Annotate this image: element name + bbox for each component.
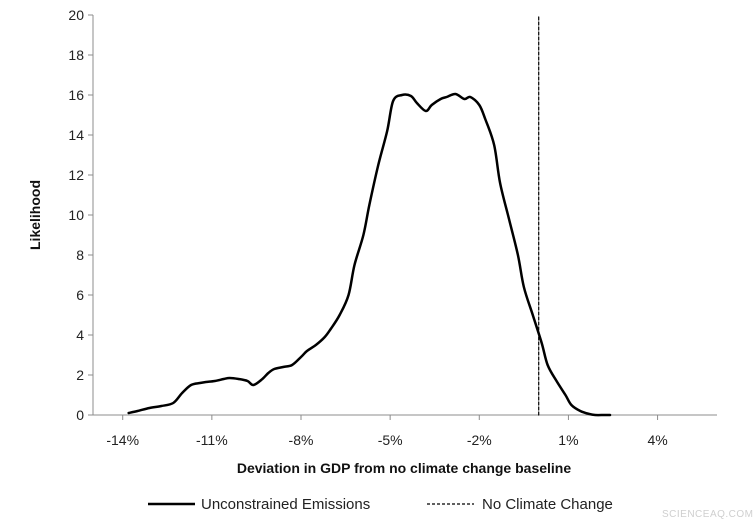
x-axis: -14% -11% -8% -5% -2% 1% 4% [93,414,717,448]
x-axis-title: Deviation in GDP from no climate change … [237,460,571,476]
legend-label-no-climate-change: No Climate Change [482,496,613,513]
x-tick-label: 1% [558,432,578,448]
y-tick-label: 6 [76,287,84,303]
y-tick-label: 12 [68,167,84,183]
y-tick-label: 20 [68,7,84,23]
x-tick-label: -14% [106,432,139,448]
x-tick-label: -8% [289,432,314,448]
y-tick-label: 4 [76,327,84,343]
y-tick-label: 2 [76,367,84,383]
series-line-unconstrained-emissions [127,92,612,417]
legend: Unconstrained Emissions No Climate Chang… [148,496,613,513]
series-layer [127,14,612,417]
y-axis-title: Likelihood [27,180,43,250]
y-tick-label: 0 [76,407,84,423]
x-tick-label: 4% [647,432,667,448]
y-tick-label: 8 [76,247,84,263]
y-tick-label: 10 [68,207,84,223]
y-axis: 0 2 4 6 8 10 12 14 16 18 20 [68,7,94,423]
x-tick-label: -2% [467,432,492,448]
x-tick-label: -5% [378,432,403,448]
y-tick-label: 16 [68,87,84,103]
watermark: SCIENCEAQ.COM [662,509,754,520]
legend-label-unconstrained: Unconstrained Emissions [201,496,370,513]
y-tick-label: 18 [68,47,84,63]
x-tick-label: -11% [196,432,228,448]
y-tick-label: 14 [68,127,84,143]
